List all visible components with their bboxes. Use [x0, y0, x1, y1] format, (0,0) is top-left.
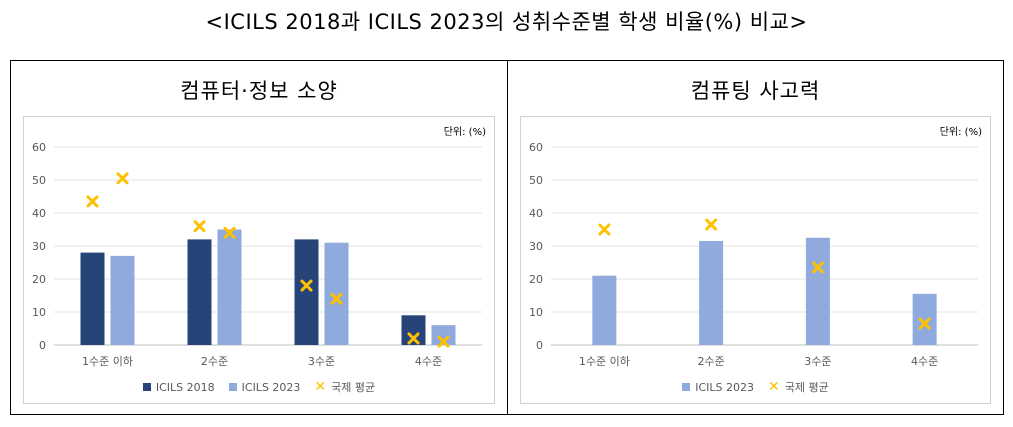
y-tick-label: 30 — [529, 240, 543, 253]
bar-icils-2018 — [401, 315, 426, 345]
y-tick-label: 10 — [32, 306, 46, 319]
y-tick-label: 0 — [536, 339, 543, 352]
y-tick-label: 60 — [529, 141, 543, 154]
legend-label: 국제 평균 — [784, 381, 829, 394]
panel-computer-info-literacy: 컴퓨터·정보 소양 단위: (%) 0 10 20 30 40 50 60 1수준 이하 2수준… — [11, 61, 508, 414]
charts-container: 컴퓨터·정보 소양 단위: (%) 0 10 20 30 40 50 60 1수준 이하 2수준… — [10, 60, 1004, 415]
legend-ct: ICILS 2023 ✕ 국제 평균 — [521, 379, 990, 395]
y-tick-label: 50 — [32, 174, 46, 187]
legend-label: ICILS 2023 — [695, 380, 755, 394]
x-category-label: 3수준 — [804, 355, 831, 368]
intl-avg-marker — [223, 226, 236, 239]
legend-item: ✕ 국제 평균 — [314, 379, 375, 395]
unit-label: 단위: (%) — [939, 127, 982, 138]
intl-avg-marker — [811, 261, 824, 274]
chart-ct-svg: 0 10 20 30 40 50 60 1수준 이하 2수준 3수준 4수준 — [529, 141, 978, 368]
legend-item: ICILS 2023 — [228, 380, 301, 394]
panel-title-cil: 컴퓨터·정보 소양 — [180, 79, 338, 103]
legend-label: ICILS 2023 — [241, 380, 301, 394]
intl-avg-marker — [437, 335, 450, 348]
intl-avg-marker — [705, 218, 718, 231]
panel-computational-thinking: 컴퓨팅 사고력 단위: (%) 0 10 20 30 40 50 60 1수준 이하 2수준 3수… — [508, 61, 1003, 414]
chart-cil-svg: 0 10 20 30 40 50 60 1수준 이하 2수준 3수준 4수준 — [32, 141, 482, 368]
y-tick-label: 40 — [529, 207, 543, 220]
legend-label: ICILS 2018 — [155, 380, 215, 394]
panel-title-ct: 컴퓨팅 사고력 — [690, 79, 821, 103]
bar-icils-2023 — [805, 237, 830, 345]
x-category-label: 1수준 이하 — [82, 354, 133, 368]
intl-avg-marker — [193, 220, 206, 233]
legend-swatch — [228, 383, 237, 391]
x-category-label: 1수준 이하 — [579, 354, 630, 368]
bar-icils-2023 — [912, 293, 937, 345]
legend-x-icon: ✕ — [314, 379, 327, 395]
bar-icils-2018 — [294, 239, 319, 345]
legend-item: ICILS 2018 — [142, 380, 215, 394]
bar-icils-2023 — [699, 241, 724, 345]
bar-icils-2023 — [217, 229, 242, 345]
intl-avg-marker — [407, 332, 420, 345]
legend-x-icon: ✕ — [768, 379, 780, 395]
x-category-label: 3수준 — [308, 355, 335, 368]
main-title: <ICILS 2018과 ICILS 2023의 성취수준별 학생 비율(%) … — [205, 10, 808, 34]
chart-cil: 단위: (%) 0 10 20 30 40 50 60 1수준 이하 2수준 3수준 4수준 ICI… — [23, 116, 495, 404]
y-tick-label: 10 — [529, 306, 543, 319]
y-tick-label: 0 — [39, 339, 46, 352]
x-category-label: 2수준 — [201, 355, 228, 368]
unit-label: 단위: (%) — [443, 127, 486, 138]
y-tick-label: 20 — [529, 273, 543, 286]
x-category-label: 2수준 — [698, 355, 725, 368]
intl-avg-marker — [116, 172, 129, 185]
legend-item: ICILS 2023 — [682, 381, 754, 394]
bar-icils-2023 — [431, 325, 456, 345]
intl-avg-marker — [330, 292, 343, 305]
bar-icils-2018 — [187, 239, 212, 345]
bar-icils-2023 — [110, 255, 135, 345]
y-tick-label: 40 — [32, 207, 46, 220]
y-tick-label: 50 — [529, 174, 543, 187]
x-category-label: 4수준 — [911, 355, 938, 368]
intl-avg-marker — [598, 223, 611, 236]
intl-avg-marker — [300, 279, 313, 292]
legend-swatch — [682, 383, 691, 391]
legend-label: 국제 평균 — [331, 381, 376, 394]
y-tick-label: 60 — [32, 141, 46, 154]
intl-avg-marker — [918, 317, 931, 330]
bar-icils-2023 — [592, 275, 617, 345]
legend-cil: ICILS 2018 ICILS 2023 ✕ 국제 평균 — [24, 379, 494, 395]
intl-avg-marker — [86, 195, 99, 208]
chart-ct: 단위: (%) 0 10 20 30 40 50 60 1수준 이하 2수준 3수준 4수준 ICI… — [520, 116, 991, 404]
bar-icils-2018 — [80, 252, 105, 345]
y-tick-label: 30 — [32, 240, 46, 253]
legend-swatch — [142, 383, 151, 391]
y-tick-label: 20 — [32, 273, 46, 286]
legend-item: ✕ 국제 평균 — [768, 379, 829, 395]
bar-icils-2023 — [324, 242, 349, 345]
x-category-label: 4수준 — [415, 355, 442, 368]
